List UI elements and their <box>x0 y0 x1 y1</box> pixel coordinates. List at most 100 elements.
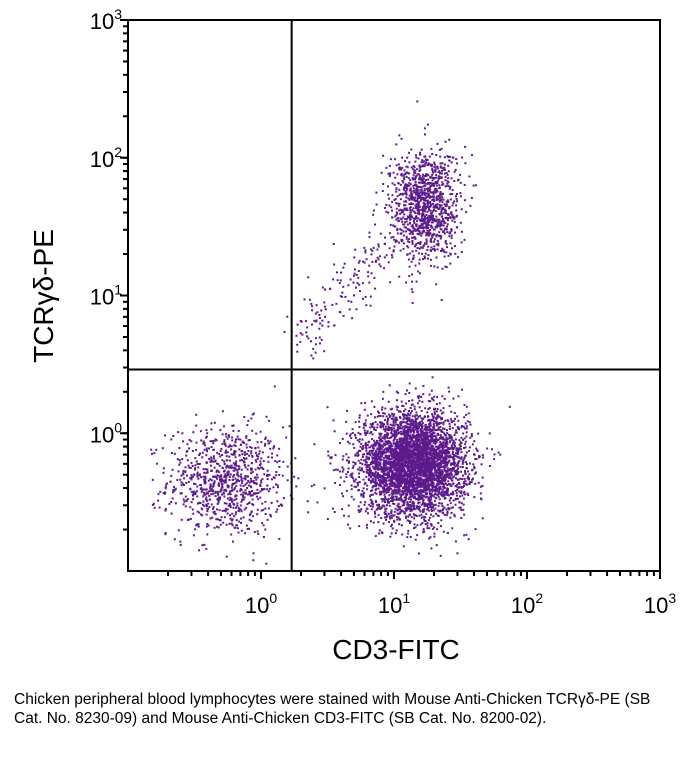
scatter-point <box>252 412 255 415</box>
scatter-point <box>237 475 240 478</box>
scatter-point <box>384 510 387 513</box>
scatter-point <box>204 475 207 478</box>
scatter-point <box>426 522 429 525</box>
scatter-point <box>426 427 429 429</box>
scatter-point <box>198 473 201 476</box>
scatter-point <box>442 493 445 496</box>
scatter-point <box>164 487 167 490</box>
scatter-point <box>228 502 231 505</box>
scatter-point <box>259 466 262 469</box>
scatter-point <box>380 421 383 424</box>
scatter-point <box>221 479 224 482</box>
scatter-point <box>386 437 389 439</box>
scatter-point <box>271 452 274 455</box>
scatter-point <box>225 555 228 558</box>
scatter-point <box>453 454 456 457</box>
scatter-point <box>416 445 419 448</box>
scatter-point <box>270 478 273 481</box>
scatter-point <box>455 491 458 494</box>
scatter-point <box>462 486 464 488</box>
scatter-point <box>397 446 400 449</box>
scatter-point <box>462 508 465 511</box>
scatter-point <box>367 512 369 515</box>
scatter-point <box>226 484 229 487</box>
scatter-point <box>426 461 429 463</box>
scatter-point <box>369 461 372 464</box>
scatter-point <box>420 483 422 486</box>
scatter-point <box>264 507 267 510</box>
scatter-point <box>413 517 416 520</box>
scatter-point <box>450 410 453 413</box>
scatter-point <box>411 452 414 455</box>
scatter-point <box>390 476 393 479</box>
scatter-point <box>445 488 448 491</box>
scatter-point <box>370 431 373 433</box>
scatter-point <box>219 497 221 500</box>
scatter-point <box>206 499 209 502</box>
scatter-point <box>231 512 234 515</box>
scatter-point <box>441 488 444 491</box>
scatter-point <box>358 466 361 469</box>
scatter-point <box>438 470 441 473</box>
scatter-point <box>369 476 372 479</box>
scatter-point <box>404 507 407 510</box>
scatter-point <box>363 424 366 427</box>
scatter-point <box>226 465 229 468</box>
scatter-point <box>244 453 246 456</box>
scatter-point <box>387 473 390 476</box>
scatter-point <box>401 477 404 480</box>
scatter-point <box>416 442 419 445</box>
scatter-point <box>232 424 235 427</box>
scatter-point <box>416 417 419 420</box>
scatter-point <box>392 442 395 445</box>
scatter-point <box>361 463 364 466</box>
scatter-point <box>368 458 371 461</box>
scatter-point <box>432 432 435 434</box>
scatter-point <box>424 475 427 478</box>
scatter-point <box>351 472 354 475</box>
scatter-point <box>418 466 421 469</box>
scatter-point <box>373 473 376 476</box>
scatter-point <box>249 467 252 470</box>
scatter-point <box>424 437 427 439</box>
scatter-point <box>316 501 319 504</box>
scatter-point <box>370 451 373 454</box>
scatter-point <box>451 469 454 472</box>
scatter-point <box>230 453 233 456</box>
scatter-point <box>440 436 443 439</box>
scatter-point <box>409 461 412 464</box>
scatter-point <box>430 506 433 509</box>
scatter-point <box>205 449 208 452</box>
scatter-point <box>393 424 396 427</box>
scatter-point <box>206 507 209 510</box>
scatter-point <box>395 449 398 451</box>
scatter-point <box>463 403 466 406</box>
scatter-point <box>402 430 405 432</box>
scatter-point <box>432 505 435 508</box>
scatter-point <box>466 477 469 480</box>
scatter-point <box>448 499 451 502</box>
scatter-point <box>272 486 275 489</box>
scatter-point <box>342 468 345 471</box>
scatter-point <box>442 438 445 441</box>
scatter-point <box>365 447 368 450</box>
scatter-point <box>409 442 412 445</box>
scatter-point <box>402 486 405 489</box>
scatter-point <box>376 453 379 455</box>
scatter-point <box>373 426 376 429</box>
scatter-point <box>390 431 393 434</box>
scatter-point <box>386 489 389 492</box>
scatter-point <box>430 462 433 465</box>
scatter-point <box>448 405 451 408</box>
scatter-point <box>213 421 216 424</box>
scatter-point <box>478 456 480 459</box>
scatter-point <box>436 477 439 480</box>
scatter-point <box>390 479 393 482</box>
scatter-point <box>418 399 421 402</box>
scatter-point <box>230 522 233 525</box>
scatter-point <box>189 467 192 469</box>
scatter-point <box>181 482 184 485</box>
scatter-point <box>227 486 230 489</box>
scatter-point <box>220 475 223 478</box>
scatter-point <box>262 508 265 511</box>
